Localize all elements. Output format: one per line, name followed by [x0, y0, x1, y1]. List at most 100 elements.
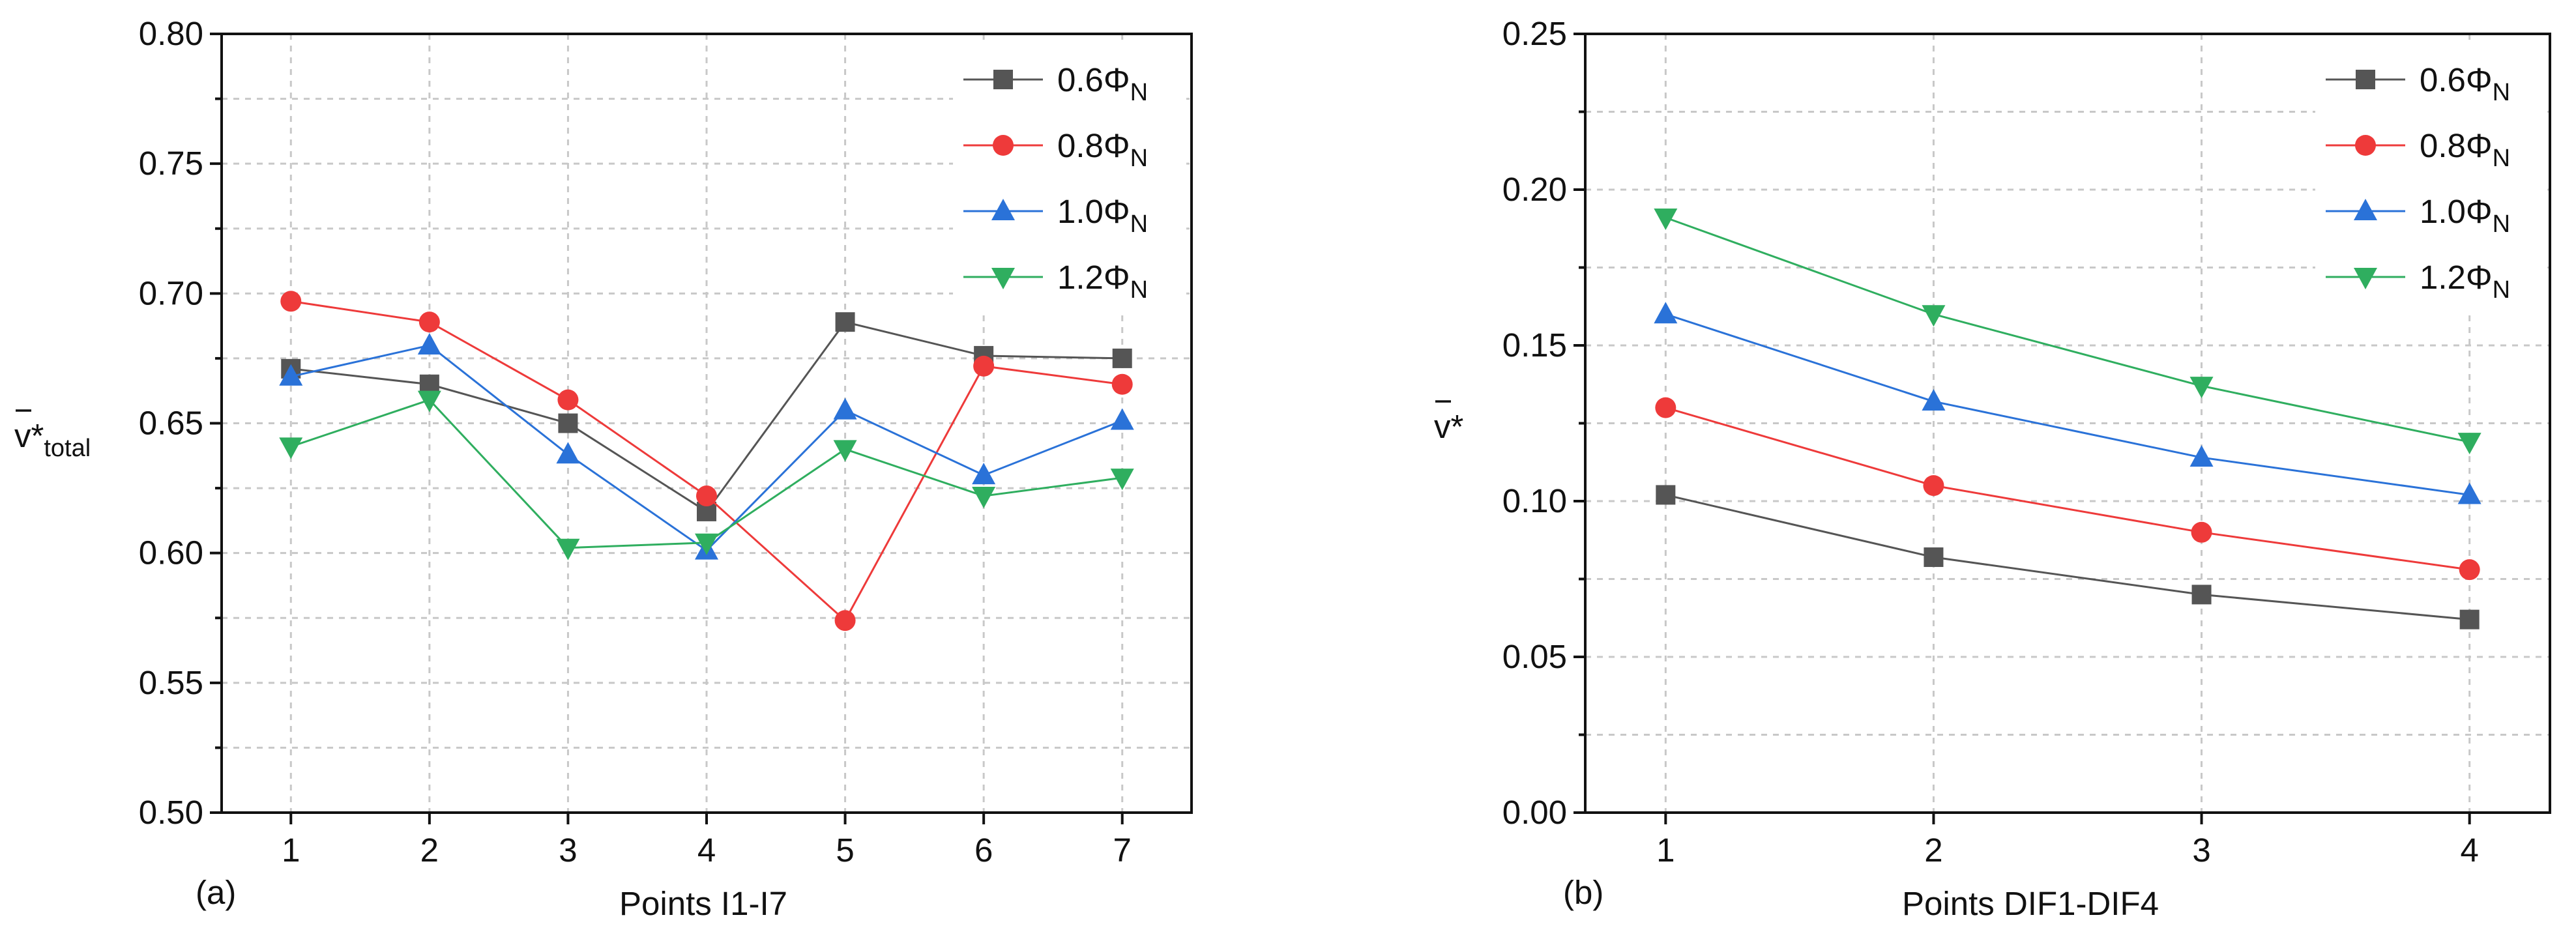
series-line — [1665, 407, 2470, 571]
data-point — [1112, 348, 1132, 368]
series-line — [1665, 216, 2470, 443]
legend-item: 1.2ΦN — [963, 259, 1148, 304]
panel-label-a: (a) — [196, 874, 236, 911]
legend-label: 0.8ΦN — [2420, 127, 2510, 172]
data-point — [417, 333, 441, 355]
series-a-1 — [280, 291, 1133, 631]
legend-item: 1.0ΦN — [963, 193, 1148, 238]
data-point — [973, 355, 995, 377]
data-point — [1654, 209, 1678, 231]
data-point — [1654, 302, 1678, 324]
y-axis-title-a-main: v* — [14, 417, 44, 454]
data-point — [558, 413, 578, 433]
series-b-3 — [1654, 209, 2481, 455]
legend-label: 0.8ΦN — [1057, 127, 1148, 172]
legend-marker — [2356, 70, 2375, 89]
y-axis-title-b-main: v* — [1434, 408, 1464, 445]
data-point — [1922, 305, 1946, 327]
x-tick-label: 5 — [836, 832, 854, 869]
y-tick-label: 0.25 — [1502, 15, 1567, 52]
x-tick-label: 6 — [974, 832, 993, 869]
chart-panel-a: 1 2 3 4 5 6 7 0.50 0.55 0.60 0.65 0.70 0.75 0.80 0.6Φ… — [14, 15, 1193, 922]
legend-item: 0.6ΦN — [2326, 61, 2510, 106]
y-tick-label: 0.20 — [1502, 171, 1567, 208]
legend-label-sub: N — [2493, 145, 2510, 172]
data-point — [279, 437, 303, 459]
ticks-b: 1 2 3 4 0.00 0.05 0.10 0.15 0.20 0.25 — [1502, 15, 2479, 869]
data-point — [1110, 408, 1134, 430]
data-point — [417, 390, 441, 413]
legend-label: 1.2ΦN — [1057, 259, 1148, 304]
legend-marker — [993, 135, 1014, 156]
y-axis-title-b: v* — [1434, 400, 1464, 445]
y-tick-label: 0.05 — [1502, 638, 1567, 675]
series-b — [1654, 209, 2481, 630]
data-point — [1110, 469, 1134, 491]
data-point — [1111, 373, 1133, 395]
legend-label: 0.6ΦN — [1057, 61, 1148, 106]
legend-marker — [2354, 199, 2377, 220]
x-tick-label: 2 — [1924, 832, 1942, 869]
legend-label-main: 0.8Φ — [1057, 127, 1130, 164]
legend-label-main: 1.0Φ — [2420, 193, 2493, 230]
y-tick-label: 0.65 — [139, 405, 203, 442]
legend-background — [953, 46, 1186, 314]
data-point — [833, 398, 857, 420]
x-tick-label: 7 — [1113, 832, 1132, 869]
legend-item: 1.2ΦN — [2326, 259, 2510, 304]
x-axis-title-a: Points I1-I7 — [619, 885, 787, 922]
data-point — [2189, 377, 2214, 399]
x-tick-label: 3 — [2192, 832, 2210, 869]
data-point — [833, 440, 857, 462]
ticks-a: 1 2 3 4 5 6 7 0.50 0.55 0.60 0.65 0.70 0.75 0.80 — [139, 15, 1132, 869]
legend-label-main: 1.0Φ — [1057, 193, 1130, 230]
data-point — [695, 533, 718, 555]
legend-label-sub: N — [1130, 210, 1148, 238]
data-point — [2191, 585, 2212, 605]
data-point — [556, 442, 580, 464]
data-point — [2457, 482, 2481, 504]
data-point — [972, 463, 996, 485]
legend-marker — [991, 199, 1015, 220]
legend-label-sub: N — [1130, 276, 1148, 304]
data-point — [418, 311, 440, 333]
series-b-1 — [1655, 397, 2480, 581]
panel-label-b: (b) — [1563, 874, 1603, 911]
legend-item: 0.6ΦN — [963, 61, 1148, 106]
legend-label: 0.6ΦN — [2420, 61, 2510, 106]
data-point — [834, 610, 856, 631]
legend-item: 0.8ΦN — [963, 127, 1148, 172]
legend-label-main: 0.8Φ — [2420, 127, 2493, 164]
data-point — [2189, 445, 2214, 467]
data-point — [1922, 389, 1946, 411]
chart-panel-b: 1 2 3 40.000.050.100.150.200.25 0.6ΦN0.8ΦN1… — [1434, 15, 2551, 922]
data-point — [2459, 609, 2480, 630]
legend-label: 1.2ΦN — [2420, 259, 2510, 304]
series-line — [1665, 313, 2470, 496]
legend-marker — [991, 268, 1015, 289]
legend-label-main: 1.2Φ — [1057, 259, 1130, 296]
y-axis-title-a: v*total — [14, 409, 91, 462]
y-tick-label: 0.50 — [139, 794, 203, 831]
legend-label: 1.0ΦN — [2420, 193, 2510, 238]
data-point — [696, 485, 717, 507]
legend-label-sub: N — [1130, 79, 1148, 106]
legend-marker — [993, 70, 1013, 89]
y-tick-label: 0.15 — [1502, 326, 1567, 364]
svg-text:v*total: v*total — [14, 417, 91, 462]
y-tick-label: 0.00 — [1502, 794, 1567, 831]
data-point — [835, 312, 855, 332]
data-point — [279, 364, 303, 386]
legend-label-main: 0.6Φ — [1057, 61, 1130, 98]
legend-label-main: 1.2Φ — [2420, 259, 2493, 296]
y-tick-label: 0.60 — [139, 534, 203, 572]
data-point — [2457, 433, 2481, 455]
legend-marker — [2354, 268, 2377, 289]
x-tick-label: 1 — [1656, 832, 1675, 869]
data-point — [2459, 559, 2480, 581]
legend-label-sub: N — [2493, 79, 2510, 106]
series-b-0 — [1656, 485, 2480, 630]
legend-label-main: 0.6Φ — [2420, 61, 2493, 98]
